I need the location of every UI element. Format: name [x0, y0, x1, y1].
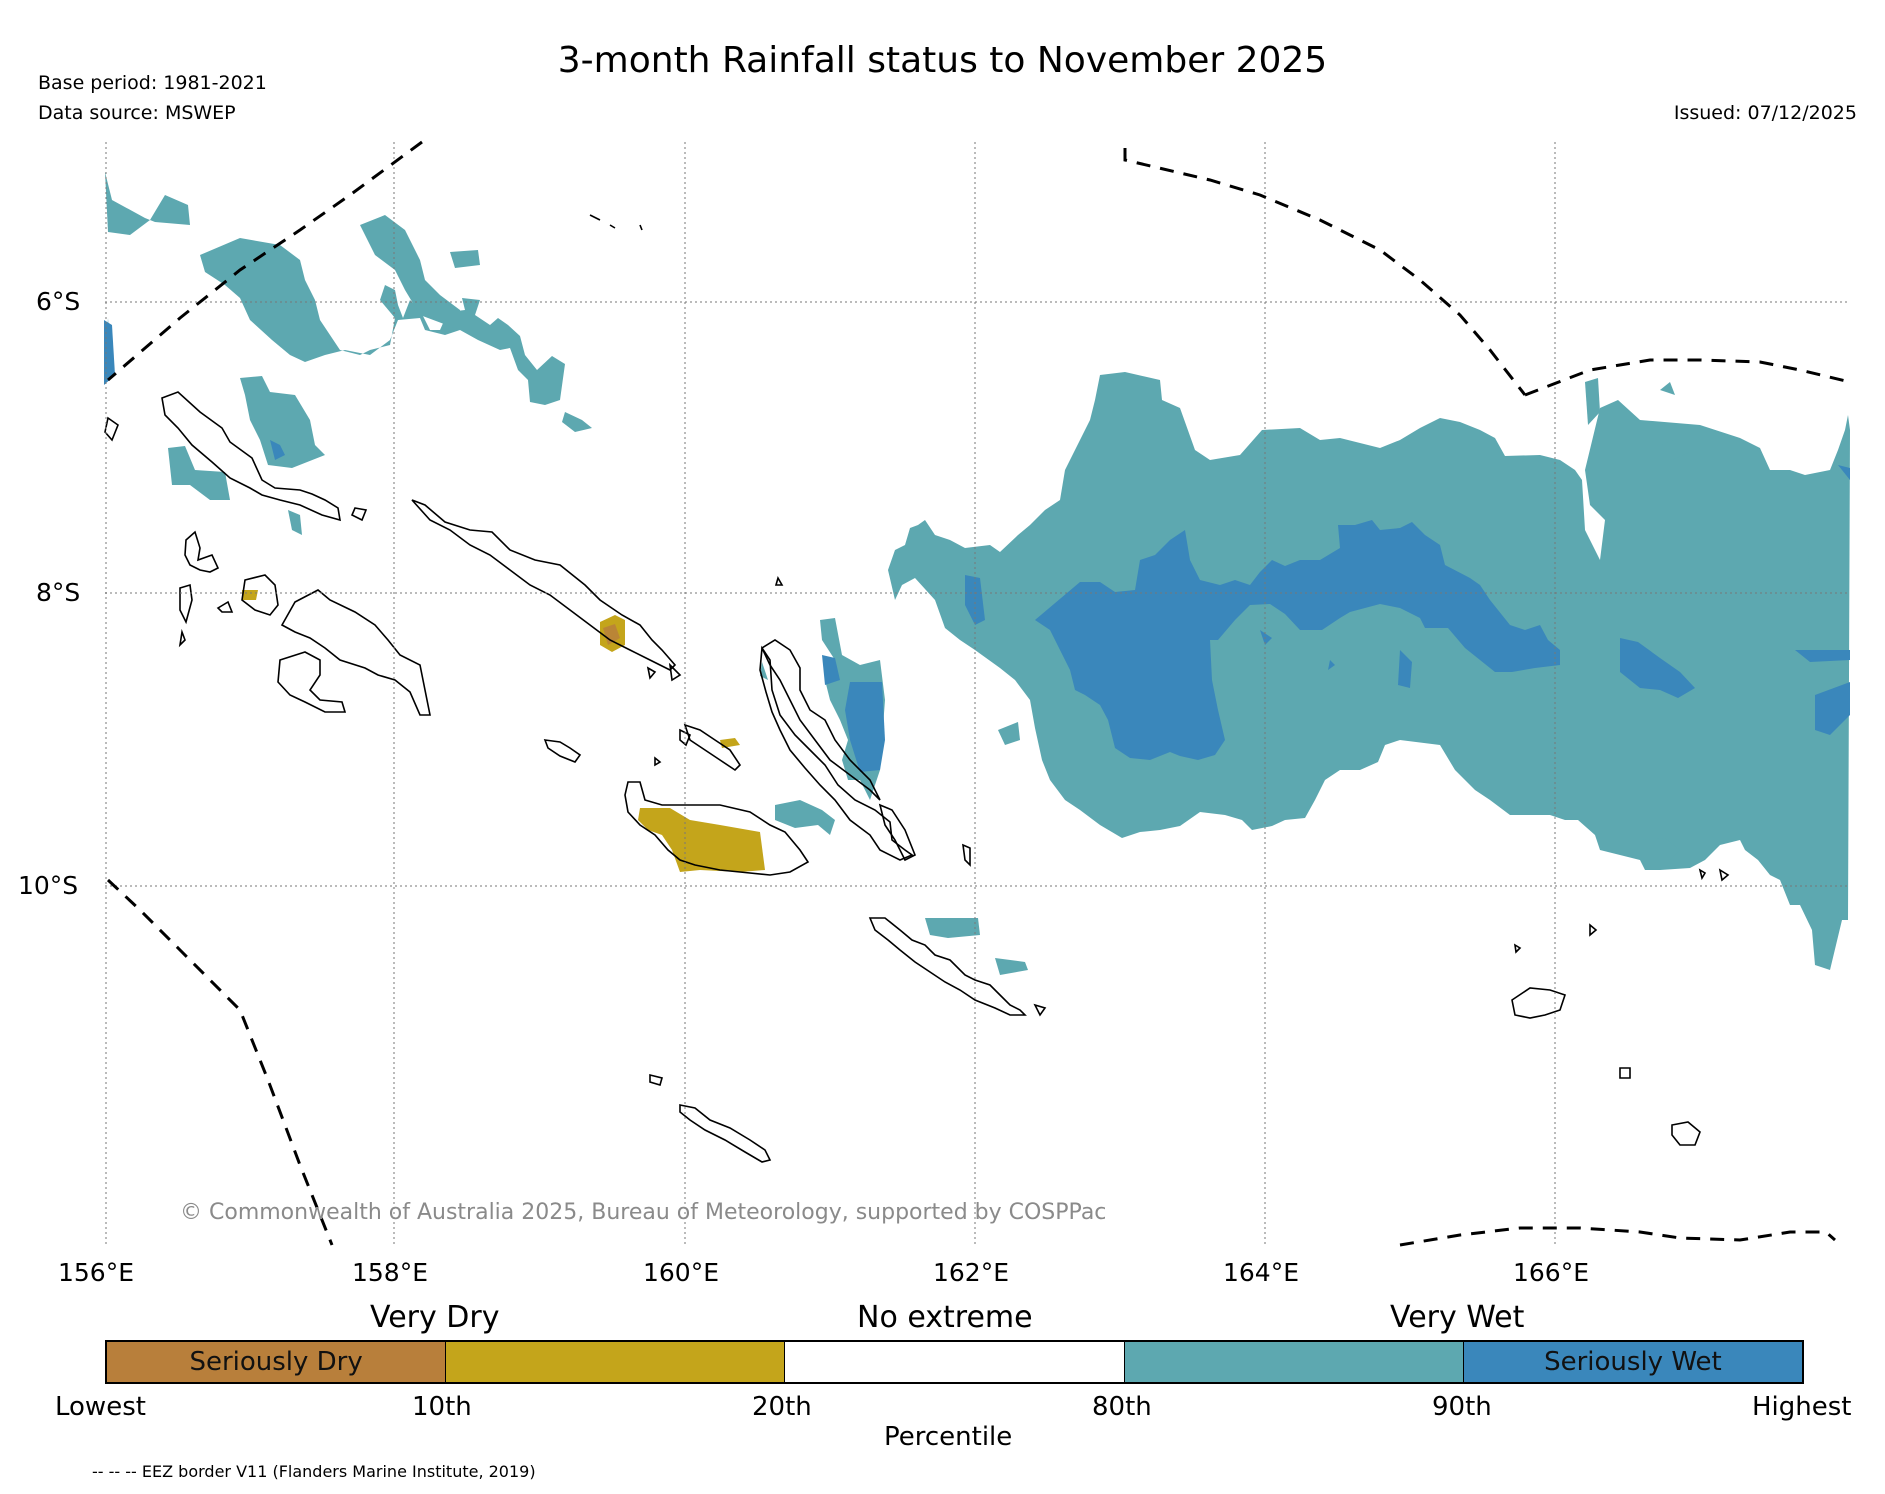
legend-category-very-wet: Very Wet: [1390, 1300, 1525, 1335]
legend-category-no-extreme: No extreme: [857, 1300, 1033, 1335]
lon-label-160e: 160°E: [643, 1258, 720, 1287]
percentile-20th: 20th: [752, 1392, 812, 1422]
coastlines: [104, 214, 1730, 1163]
graticule-lines: [105, 142, 1850, 1245]
percentile-10th: 10th: [412, 1392, 472, 1422]
eez-borders: [106, 140, 1851, 1247]
copyright-credit: © Commonwealth of Australia 2025, Bureau…: [180, 1200, 1107, 1225]
lat-label-6s: 6°S: [36, 287, 81, 316]
lon-label-162e: 162°E: [933, 1258, 1010, 1287]
base-period-text: Base period: 1981-2021: [38, 72, 267, 94]
very-dry-areas: [242, 590, 765, 872]
seriously-wet-areas: [104, 320, 1850, 772]
legend-category-very-dry: Very Dry: [370, 1300, 500, 1335]
percentile-90th: 90th: [1432, 1392, 1492, 1422]
legend-segment-seriously-dry: Seriously Dry: [107, 1342, 446, 1382]
lon-label-166e: 166°E: [1513, 1258, 1590, 1287]
lat-label-10s: 10°S: [18, 871, 79, 900]
legend-segment-very-dry: [445, 1342, 785, 1382]
legend-segment-very-wet: [1123, 1342, 1463, 1382]
percentile-lowest: Lowest: [55, 1392, 146, 1422]
legend-color-bar: Seriously Dry Seriously Wet: [105, 1340, 1804, 1384]
percentile-highest: Highest: [1752, 1392, 1852, 1422]
very-wet-areas: [104, 172, 1850, 975]
issued-date-text: Issued: 07/12/2025: [1673, 102, 1857, 124]
lat-label-8s: 8°S: [36, 578, 81, 607]
legend-axis-label: Percentile: [884, 1422, 1013, 1452]
percentile-80th: 80th: [1092, 1392, 1152, 1422]
map-title: 3-month Rainfall status to November 2025: [557, 40, 1328, 81]
lon-label-164e: 164°E: [1223, 1258, 1300, 1287]
legend-segment-seriously-wet: Seriously Wet: [1462, 1342, 1803, 1382]
data-source-text: Data source: MSWEP: [38, 102, 236, 124]
legend-segment-no-extreme: [784, 1342, 1124, 1382]
lon-label-158e: 158°E: [352, 1258, 429, 1287]
lon-label-156e: 156°E: [58, 1258, 135, 1287]
eez-border-note: -- -- -- EEZ border V11 (Flanders Marine…: [92, 1462, 536, 1481]
